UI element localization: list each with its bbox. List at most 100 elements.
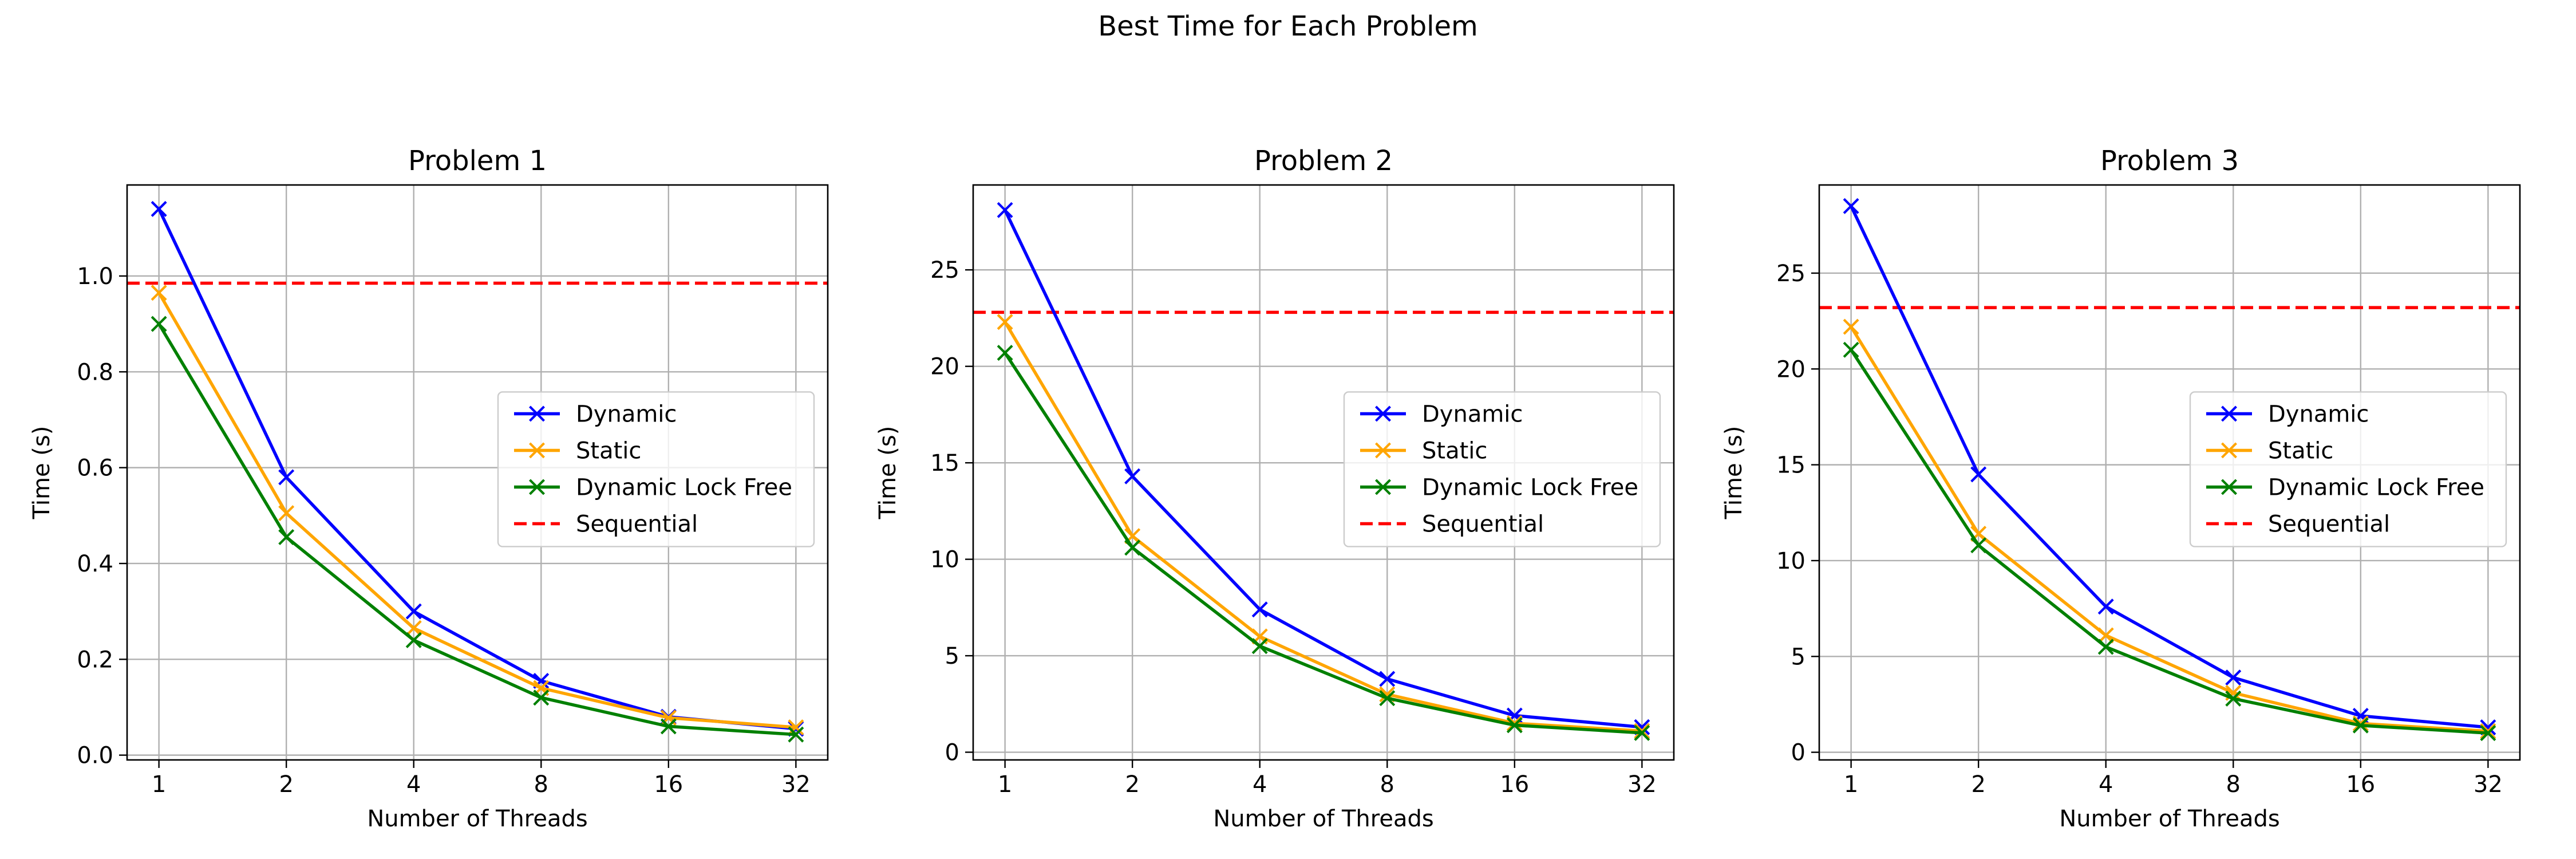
y-tick-label-3-2: 10 (1776, 548, 1805, 574)
x-tick-label-2-4: 16 (1500, 771, 1529, 798)
series-line-lockfree-1 (156, 321, 798, 736)
legend-label-dynamic-2: Dynamic (1422, 401, 1523, 427)
data-point-static-3-0 (1843, 318, 1859, 335)
data-point-dynamic-3-2 (2097, 598, 2114, 615)
chart-problem-1: 1 2 4 8 16 32 0.0 0.2 0.4 0.6 0.8 1.0 Problem 1 Numbe… (29, 145, 829, 832)
chart-title-1: Problem 1 (408, 145, 547, 177)
chart-problem-2: 1 2 4 8 16 32 0 5 10 15 20 25 Problem 2 Number of Thr… (875, 145, 1675, 832)
chart-problem-3: 1 2 4 8 16 32 0 5 10 15 20 25 Problem 3 Number of Thr… (1721, 145, 2521, 832)
data-point-lockfree-2-0 (997, 345, 1013, 361)
data-point-dynamic-3-0 (1843, 198, 1859, 214)
y-axis-label-3: Time (s) (1721, 426, 1747, 520)
y-tick-label-2-0: 0 (945, 740, 959, 766)
x-tick-label-1-1: 2 (279, 771, 293, 798)
legend-label-sequential-3: Sequential (2268, 511, 2390, 537)
y-tick-label-1-5: 1.0 (77, 263, 113, 290)
legend-box-1 (497, 391, 815, 547)
legend-marker-dynamic-2 (1375, 405, 1391, 422)
chart-title-2: Problem 2 (1254, 145, 1393, 177)
y-axis-label-2: Time (s) (875, 426, 901, 520)
series-line-static-2 (1002, 320, 1644, 733)
data-point-dynamic-3-1 (1970, 466, 1987, 483)
x-tick-label-3-2: 4 (2099, 771, 2113, 798)
legend-label-sequential-2: Sequential (1422, 511, 1544, 537)
x-tick-label-1-4: 16 (654, 771, 683, 798)
y-tick-label-2-4: 20 (930, 354, 959, 380)
data-point-lockfree-3-3 (2225, 690, 2242, 707)
legend-label-static-2: Static (1422, 438, 1487, 464)
legend-label-dynamic-3: Dynamic (2268, 401, 2369, 427)
data-point-dynamic-2-3 (1379, 671, 1396, 687)
y-tick-label-1-3: 0.6 (77, 455, 113, 482)
x-tick-label-2-3: 8 (1380, 771, 1394, 798)
data-point-dynamic-1-2 (405, 603, 422, 620)
y-tick-label-1-1: 0.2 (77, 647, 113, 673)
data-point-static-3-4 (2352, 715, 2369, 732)
data-point-lockfree-2-1 (1124, 539, 1141, 556)
series-line-lockfree-3 (1848, 348, 2490, 735)
x-tick-label-1-5: 32 (781, 771, 811, 798)
series-line-dynamic-2 (1002, 208, 1644, 729)
legend-label-static-1: Static (576, 438, 641, 464)
data-point-static-3-2 (2097, 627, 2114, 644)
series-line-static-3 (1848, 324, 2490, 733)
y-tick-label-3-5: 25 (1776, 261, 1805, 287)
data-point-dynamic-1-1 (278, 469, 295, 486)
series-line-static-1 (156, 290, 798, 730)
legend-label-static-3: Static (2268, 438, 2333, 464)
figure-suptitle: Best Time for Each Problem (1098, 10, 1478, 42)
y-tick-label-3-4: 20 (1776, 356, 1805, 383)
legend-1: Dynamic Static Dynamic Lock Free Sequential (497, 391, 815, 547)
data-point-lockfree-1-2 (405, 632, 422, 648)
legend-marker-static-1 (529, 442, 545, 459)
series-line-dynamic-3 (1848, 204, 2490, 730)
legend-box-2 (1343, 391, 1661, 547)
y-tick-label-3-3: 15 (1776, 452, 1805, 479)
x-tick-label-2-5: 32 (1627, 771, 1657, 798)
data-point-lockfree-3-1 (1970, 537, 1987, 554)
x-tick-label-2-1: 2 (1125, 771, 1139, 798)
legend-marker-lockfree-3 (2221, 479, 2237, 495)
y-tick-label-1-2: 0.4 (77, 551, 113, 577)
data-point-static-1-1 (278, 505, 295, 522)
data-point-lockfree-3-0 (1843, 341, 1859, 358)
legend-label-lockfree-3: Dynamic Lock Free (2268, 474, 2484, 501)
legend-box-3 (2189, 391, 2507, 547)
x-tick-label-2-2: 4 (1253, 771, 1267, 798)
data-point-lockfree-3-2 (2097, 639, 2114, 655)
x-tick-label-3-3: 8 (2226, 771, 2241, 798)
y-tick-label-1-0: 0.0 (77, 743, 113, 769)
data-point-dynamic-2-0 (997, 202, 1013, 218)
legend-3: Dynamic Static Dynamic Lock Free Sequential (2189, 391, 2507, 547)
data-point-static-2-5 (1634, 723, 1650, 739)
x-axis-label-3: Number of Threads (2059, 806, 2279, 832)
data-point-lockfree-1-4 (660, 718, 677, 735)
data-point-dynamic-2-2 (1251, 601, 1268, 618)
y-tick-label-2-3: 15 (930, 450, 959, 476)
x-tick-label-3-4: 16 (2346, 771, 2375, 798)
data-point-static-1-5 (788, 719, 804, 736)
data-point-static-1-2 (405, 620, 422, 636)
y-tick-label-3-0: 0 (1791, 740, 1805, 766)
y-tick-label-1-4: 0.8 (77, 359, 113, 385)
legend-2: Dynamic Static Dynamic Lock Free Sequential (1343, 391, 1661, 547)
data-point-lockfree-1-0 (151, 316, 167, 332)
legend-label-lockfree-2: Dynamic Lock Free (1422, 474, 1638, 501)
legend-marker-lockfree-2 (1375, 479, 1391, 495)
data-point-static-3-5 (2480, 723, 2496, 739)
data-point-dynamic-2-1 (1124, 468, 1141, 484)
data-point-static-2-0 (997, 314, 1013, 330)
x-axis-label-2: Number of Threads (1213, 806, 1433, 832)
x-axis-label-1: Number of Threads (367, 806, 587, 832)
chart-title-3: Problem 3 (2100, 145, 2239, 177)
x-tick-label-1-2: 4 (406, 771, 421, 798)
x-tick-label-3-1: 2 (1971, 771, 1985, 798)
data-point-lockfree-3-4 (2352, 717, 2369, 734)
data-point-dynamic-1-0 (151, 200, 167, 217)
axes-frame-2 (972, 184, 1675, 761)
legend-marker-static-2 (1375, 442, 1391, 459)
data-point-lockfree-2-3 (1379, 690, 1396, 707)
data-point-lockfree-2-2 (1251, 638, 1268, 655)
y-tick-label-2-2: 10 (930, 547, 959, 573)
